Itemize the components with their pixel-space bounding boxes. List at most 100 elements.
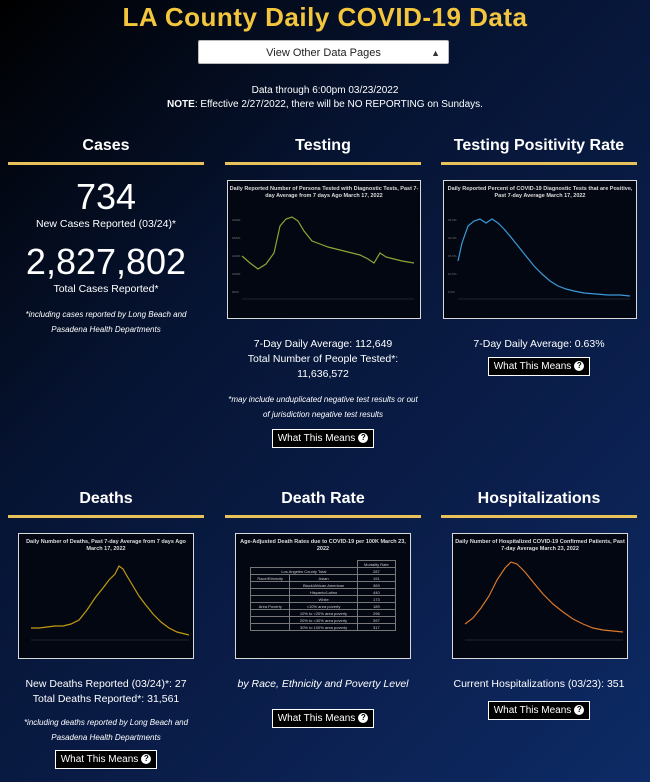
table-cell: Black/African American [289,581,358,589]
svg-text:14000: 14000 [232,254,241,258]
table-row: Hispanic/Latino 440 [249,588,397,596]
deaths-footnote: *including deaths reported by Long Beach… [23,718,189,742]
table-cell [249,616,291,624]
table-cell: 440 [356,588,397,596]
table-cell [249,623,291,631]
help-icon: ? [358,713,369,724]
death-rate-table: Mortality Rate Los Angeles County Total … [249,560,397,631]
cases-footnote: *including cases reported by Long Beach … [25,310,187,334]
svg-text:6000: 6000 [232,290,239,294]
table-cell [249,595,291,603]
data-through-text: Data through 6:00pm 03/23/2022 [251,85,399,96]
svg-text:10.0%: 10.0% [448,272,457,276]
death-rate-button-label: What This Means [277,713,356,724]
table-cell: 397 [356,616,397,624]
death-rate-chart[interactable]: Age-Adjusted Death Rates due to COVID-19… [235,533,411,659]
positivity-section: Testing Positivity Rate [441,137,637,165]
table-cell: 30% to 100% area poverty [289,623,358,631]
testing-stats: 7-Day Daily Average: 112,649 Total Numbe… [225,337,421,448]
testing-total-label: Total Number of People Tested*: [247,353,399,365]
deaths-chart-title: Daily Number of Deaths, Past 7-day Avera… [26,539,186,552]
select-arrows-icon: ▲ [431,48,440,58]
testing-button-label: What This Means [277,433,356,444]
table-cell: Area Poverty [249,602,291,610]
deaths-chart[interactable]: Daily Number of Deaths, Past 7-day Avera… [18,533,194,659]
testing-title: Testing [295,137,351,154]
death-rate-caption: by Race, Ethnicity and Poverty Level [237,678,409,690]
table-cell: Asian [289,574,358,582]
data-notice: Data through 6:00pm 03/23/2022 NOTE: Eff… [0,84,650,112]
table-cell: White [289,595,358,603]
help-icon: ? [574,361,585,372]
death-rate-chart-title: Age-Adjusted Death Rates due to COVID-19… [240,539,406,552]
testing-average: 7-Day Daily Average: 112,649 [253,338,393,350]
table-cell: 191 [356,574,397,582]
table-row: 10% to <20% area poverty 296 [249,609,397,617]
table-cell [249,588,291,596]
table-row: Mortality Rate [251,560,397,568]
positivity-button-label: What This Means [493,361,572,372]
deaths-chart-svg [31,565,190,641]
death-rate-what-this-means-button[interactable]: What This Means? [271,709,375,728]
svg-text:5.0%: 5.0% [448,290,455,294]
total-deaths: Total Deaths Reported*: 31,561 [32,693,180,705]
table-cell: Hispanic/Latino [289,588,358,596]
help-icon: ? [141,754,152,765]
svg-text:22000: 22000 [232,218,241,222]
hospitalizations-chart-svg [464,561,624,641]
help-icon: ? [358,433,369,444]
note-body: : Effective 2/27/2022, there will be NO … [194,99,483,110]
new-deaths: New Deaths Reported (03/24)*: 27 [25,678,187,690]
positivity-average: 7-Day Daily Average: 0.63% [473,338,605,350]
testing-divider [225,162,421,165]
table-row: 30% to 100% area poverty 317 [249,623,397,631]
current-hospitalizations: Current Hospitalizations (03/23): 351 [453,678,625,690]
death-rate-stats: by Race, Ethnicity and Poverty Level Wha… [225,677,421,728]
table-cell: 173 [356,595,397,603]
note-label: NOTE [167,99,195,110]
new-cases-count: 734 [75,176,137,217]
svg-text:20.0%: 20.0% [448,236,457,240]
table-row: Los Angeles County Total 287 [250,567,397,575]
death-rate-divider [225,515,421,518]
table-cell: <10% area poverty [289,602,358,610]
help-icon: ? [574,705,585,716]
page-title: LA County Daily COVID-19 Data [122,2,528,32]
table-header-cell: Mortality Rate [356,560,397,568]
positivity-chart-title: Daily Reported Percent of COVID-19 Diagn… [447,186,633,199]
hospitalizations-divider [441,515,637,518]
positivity-what-this-means-button[interactable]: What This Means? [487,357,591,376]
testing-chart-title: Daily Reported Number of Persons Tested … [229,186,419,199]
table-cell: 10% to <20% area poverty [289,609,358,617]
hospitalizations-chart[interactable]: Daily Number of Hospitalized COVID-19 Co… [452,533,628,659]
positivity-divider [441,162,637,165]
note-text: NOTE: Effective 2/27/2022, there will be… [0,98,650,112]
table-cell: 296 [356,609,397,617]
positivity-title: Testing Positivity Rate [453,137,625,154]
cases-title: Cases [82,137,130,154]
testing-what-this-means-button[interactable]: What This Means? [271,429,375,448]
testing-chart[interactable]: Daily Reported Number of Persons Tested … [227,180,421,319]
positivity-stats: 7-Day Daily Average: 0.63% What This Mea… [441,337,637,376]
hospitalizations-stats: Current Hospitalizations (03/23): 351 Wh… [441,677,637,720]
hospitalizations-chart-title: Daily Number of Hospitalized COVID-19 Co… [455,539,625,552]
positivity-chart[interactable]: Daily Reported Percent of COVID-19 Diagn… [443,180,637,319]
table-cell [249,581,291,589]
total-cases-label: Total Cases Reported* [53,283,159,295]
testing-footnote: *may include unduplicated negative test … [228,395,418,419]
testing-total-value: 11,636,572 [297,368,349,380]
table-cell: 189 [356,602,397,610]
svg-text:15.0%: 15.0% [448,254,457,258]
deaths-stats: New Deaths Reported (03/24)*: 27 Total D… [8,677,204,769]
death-rate-section: Death Rate [225,490,421,518]
deaths-button-label: What This Means [60,754,139,765]
deaths-divider [8,515,204,518]
table-cell [249,609,291,617]
table-row: White 173 [249,595,397,603]
hospitalizations-what-this-means-button[interactable]: What This Means? [487,701,591,720]
hospitalizations-button-label: What This Means [493,705,572,716]
hospitalizations-section: Hospitalizations [441,490,637,518]
table-cell: Los Angeles County Total [250,567,358,575]
deaths-what-this-means-button[interactable]: What This Means? [54,750,158,769]
data-pages-select[interactable]: View Other Data Pages ▲ [198,40,449,64]
